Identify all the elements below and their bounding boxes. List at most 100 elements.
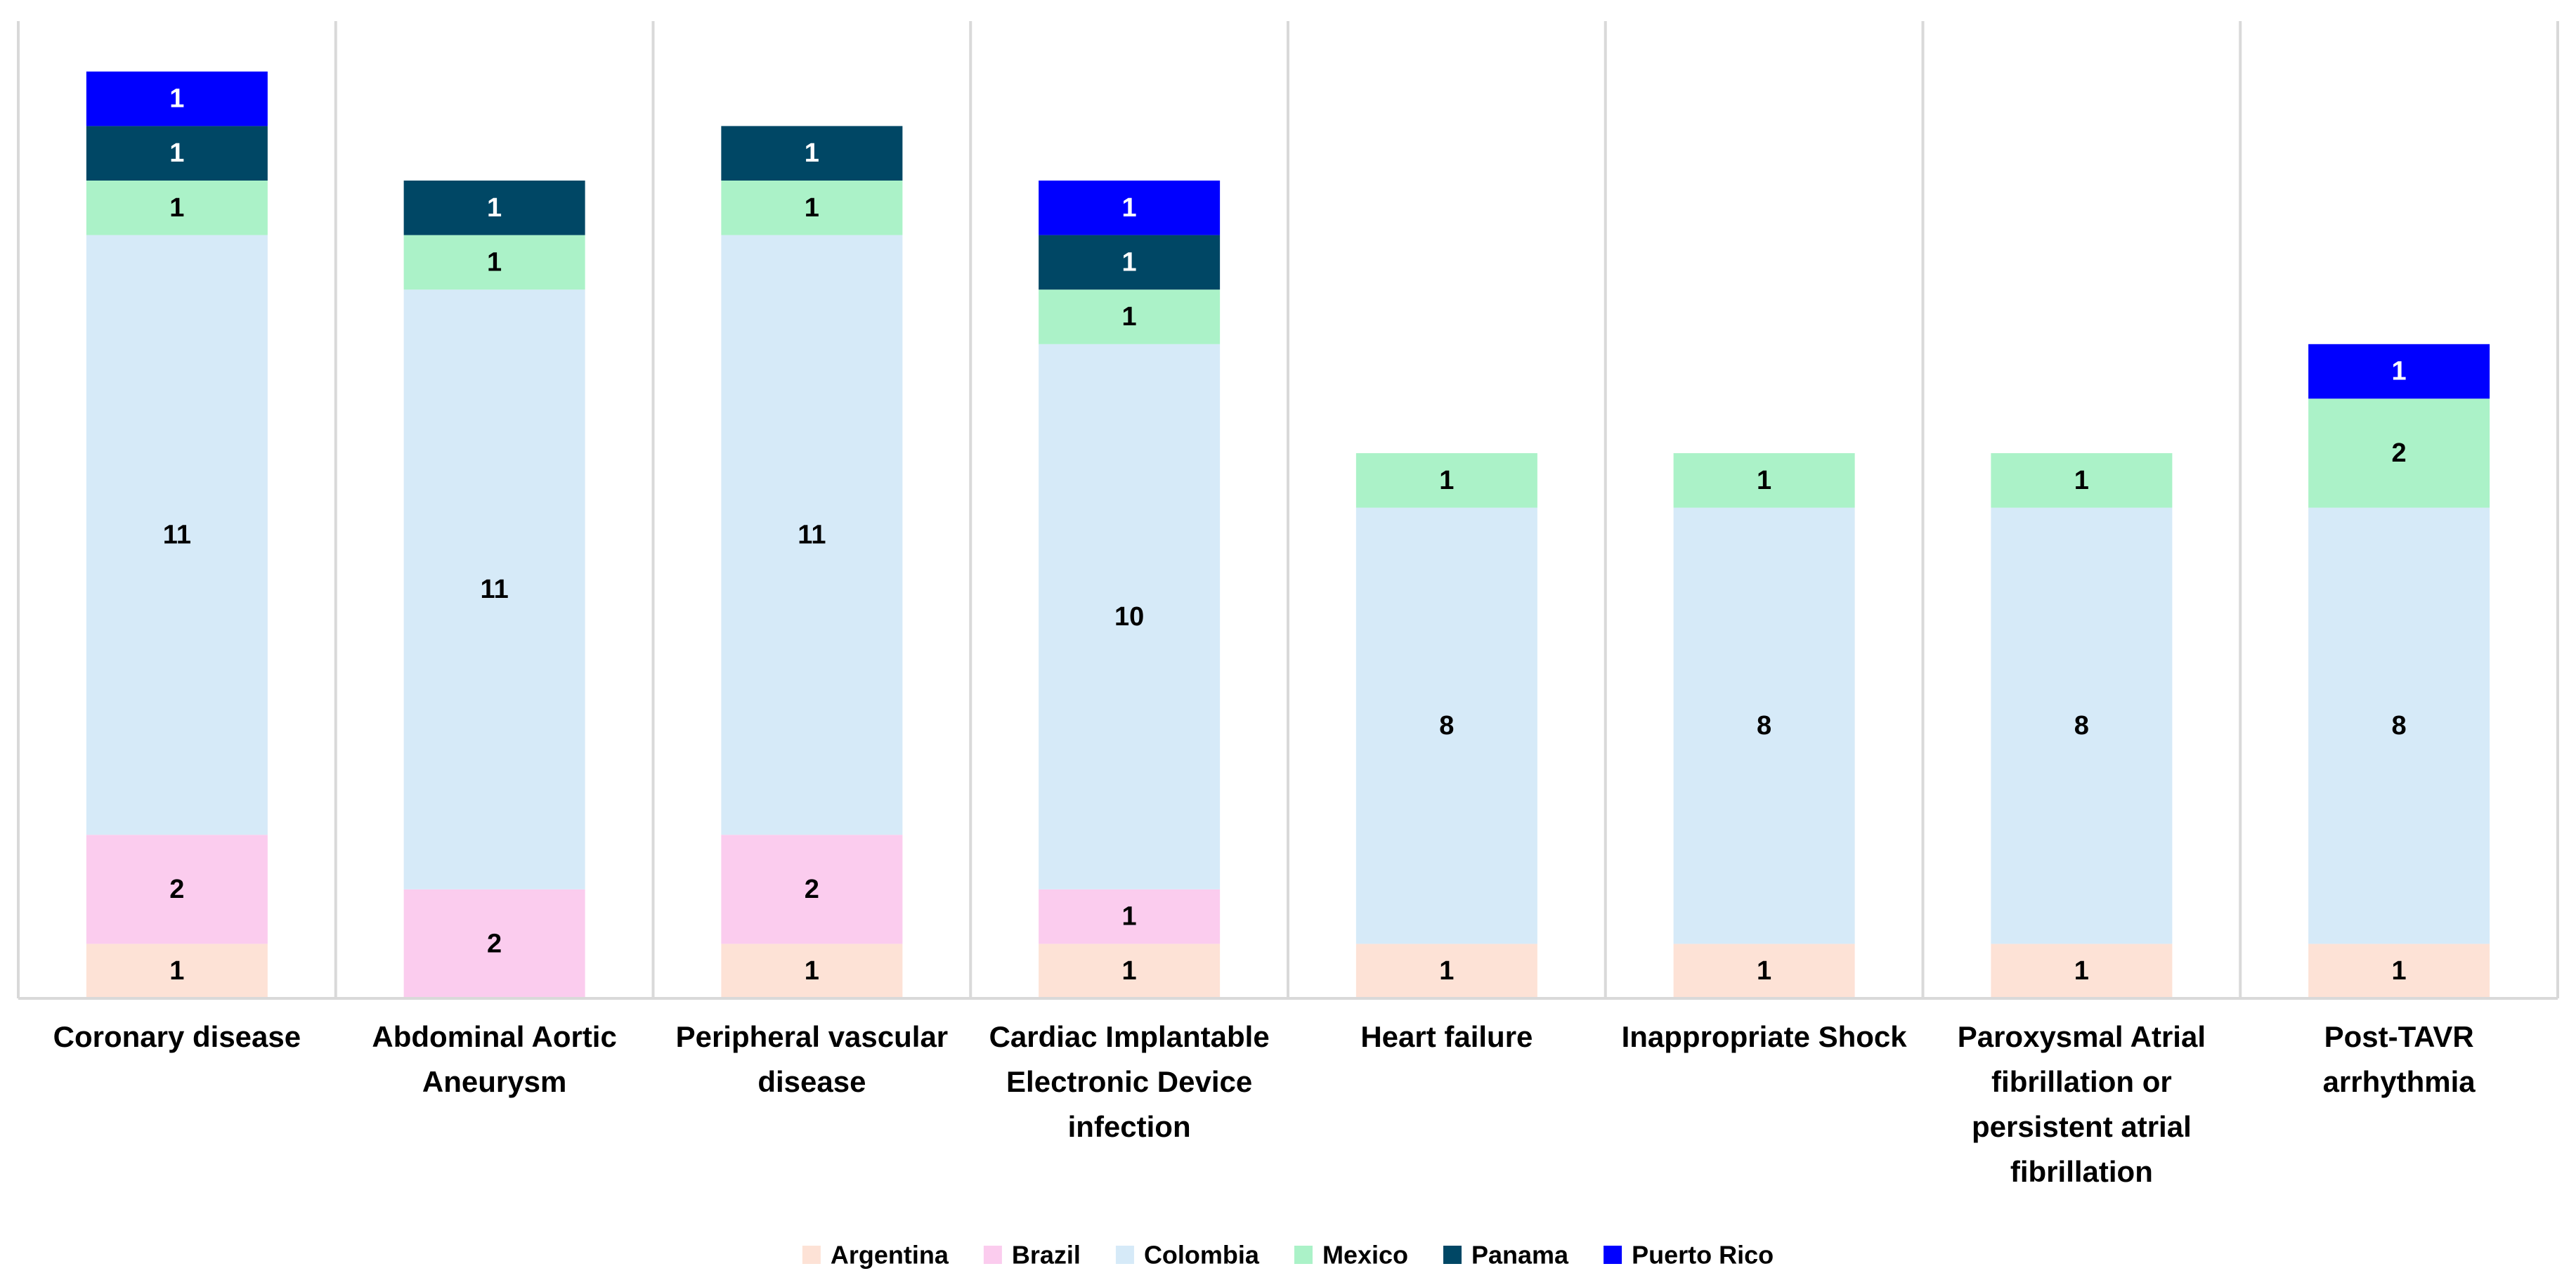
data-label-colombia-1: 11 [163, 520, 191, 549]
category-label-line: Cardiac Implantable [989, 1020, 1270, 1053]
legend-item-argentina: Argentina [802, 1241, 949, 1270]
bar-mexico-4 [1039, 289, 1221, 344]
bar-colombia-2 [403, 289, 585, 889]
category-label-4: Cardiac Implantable Electronic Device infe… [989, 1020, 1270, 1143]
data-label-colombia-6: 8 [1757, 711, 1771, 741]
legend-label-colombia: Colombia [1144, 1241, 1260, 1270]
legend-item-panama: Panama [1443, 1241, 1569, 1270]
category-label-line: fibrillation or [1991, 1065, 2172, 1098]
bar-puerto-rico-1 [86, 71, 268, 126]
bar-puerto-rico-4 [1039, 181, 1221, 235]
category-label-line: fibrillation [2010, 1155, 2153, 1188]
data-label-argentina-5: 1 [1439, 956, 1454, 986]
bar-argentina-7 [1991, 944, 2173, 998]
legend-label-mexico: Mexico [1322, 1241, 1408, 1270]
bar-colombia-5 [1355, 507, 1537, 944]
category-label-line: Post-TAVR [2324, 1020, 2474, 1053]
data-label-panama-3: 1 [805, 138, 819, 168]
legend-swatch-colombia [1115, 1246, 1134, 1264]
category-label-line: Abdominal Aortic [372, 1020, 616, 1053]
category-labels: Coronary disease Abdominal Aortic Aneurysm… [53, 1020, 2476, 1188]
bar-argentina-5 [1355, 944, 1537, 998]
category-label-line: disease [757, 1065, 866, 1098]
bar-panama-2 [403, 181, 585, 235]
category-label-8: Post-TAVR arrhythmia [2323, 1020, 2476, 1098]
bar-panama-1 [86, 126, 268, 181]
bar-mexico-2 [403, 235, 585, 290]
category-label-7: Paroxysmal Atrial fibrillation or persiste… [1958, 1020, 2206, 1188]
category-label-line: Coronary disease [53, 1020, 301, 1053]
bar-colombia-4 [1039, 344, 1221, 889]
legend-label-argentina: Argentina [831, 1241, 949, 1270]
bar-mexico-7 [1991, 453, 2173, 508]
data-label-brazil-3: 2 [805, 875, 819, 904]
bar-argentina-1 [86, 944, 268, 998]
legend-label-brazil: Brazil [1012, 1241, 1081, 1270]
bar-colombia-3 [721, 235, 903, 835]
legend-swatch-brazil [983, 1246, 1002, 1264]
data-label-colombia-4: 10 [1114, 602, 1144, 632]
data-label-mexico-6: 1 [1757, 466, 1771, 495]
bar-panama-4 [1039, 235, 1221, 290]
data-label-mexico-3: 1 [805, 193, 819, 223]
legend: Argentina Brazil Colombia Mexico Panama Puert… [802, 1241, 1774, 1270]
bar-brazil-2 [403, 889, 585, 998]
bar-mexico-8 [2308, 398, 2490, 508]
data-label-brazil-1: 2 [169, 875, 184, 904]
category-label-5: Heart failure [1360, 1020, 1533, 1053]
legend-swatch-argentina [802, 1246, 821, 1264]
data-label-argentina-1: 1 [169, 956, 184, 986]
data-label-mexico-5: 1 [1439, 466, 1454, 495]
category-label-line: Inappropriate Shock [1622, 1020, 1908, 1053]
data-label-mexico-2: 1 [487, 247, 502, 277]
bar-argentina-4 [1039, 944, 1221, 998]
legend-item-mexico: Mexico [1294, 1241, 1408, 1270]
bar-brazil-3 [721, 835, 903, 944]
data-label-colombia-5: 8 [1439, 711, 1454, 741]
legend-label-panama: Panama [1471, 1241, 1569, 1270]
bar-brazil-1 [86, 835, 268, 944]
bar-mexico-1 [86, 181, 268, 235]
data-label-argentina-8: 1 [2392, 956, 2407, 986]
category-label-line: Heart failure [1360, 1020, 1533, 1053]
data-label-argentina-7: 1 [2074, 956, 2089, 986]
data-label-panama-2: 1 [487, 193, 502, 223]
legend-item-puerto-rico: Puerto Rico [1604, 1241, 1774, 1270]
data-label-argentina-6: 1 [1757, 956, 1771, 986]
data-label-puerto-rico-8: 1 [2392, 357, 2407, 386]
data-label-mexico-4: 1 [1122, 302, 1137, 332]
category-label-line: Electronic Device [1006, 1065, 1252, 1098]
bar-mexico-5 [1355, 453, 1537, 508]
bar-argentina-8 [2308, 944, 2490, 998]
bar-mexico-3 [721, 181, 903, 235]
data-label-argentina-4: 1 [1122, 956, 1137, 986]
category-label-line: persistent atrial [1972, 1110, 2192, 1143]
category-label-2: Abdominal Aortic Aneurysm [372, 1020, 616, 1098]
bar-colombia-7 [1991, 507, 2173, 944]
data-label-colombia-2: 11 [481, 575, 509, 604]
legend-item-colombia: Colombia [1115, 1241, 1260, 1270]
data-label-puerto-rico-4: 1 [1122, 193, 1137, 223]
data-label-colombia-7: 8 [2074, 711, 2089, 741]
bar-brazil-4 [1039, 889, 1221, 944]
category-separators [17, 21, 2559, 998]
category-label-line: arrhythmia [2323, 1065, 2476, 1098]
category-label-1: Coronary disease [53, 1020, 301, 1053]
data-label-panama-1: 1 [169, 138, 184, 168]
bar-puerto-rico-8 [2308, 344, 2490, 399]
legend-label-puerto-rico: Puerto Rico [1632, 1241, 1774, 1270]
bar-colombia-6 [1673, 507, 1855, 944]
category-label-line: Aneurysm [422, 1065, 566, 1098]
data-label-mexico-1: 1 [169, 193, 184, 223]
data-label-mexico-7: 1 [2074, 466, 2089, 495]
bar-argentina-3 [721, 944, 903, 998]
data-label-brazil-2: 2 [487, 929, 502, 958]
bar-mexico-6 [1673, 453, 1855, 508]
bar-panama-3 [721, 126, 903, 181]
category-label-line: Paroxysmal Atrial [1958, 1020, 2206, 1053]
category-label-3: Peripheral vascular disease [676, 1020, 949, 1098]
bar-segments [86, 71, 2490, 998]
data-label-brazil-4: 1 [1122, 902, 1137, 932]
data-label-colombia-8: 8 [2392, 711, 2407, 741]
